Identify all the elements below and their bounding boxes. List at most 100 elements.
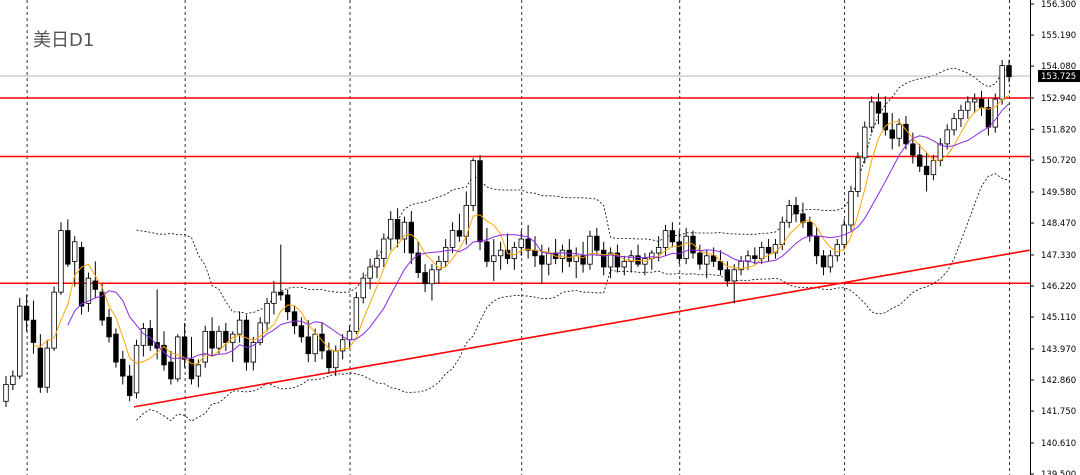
candle-body: [752, 255, 758, 259]
slow-ma-line: [67, 103, 1010, 359]
candle-body: [786, 205, 792, 223]
candle-body: [903, 123, 909, 145]
candle-body: [133, 344, 140, 394]
candle-body: [978, 98, 985, 108]
candle-body: [72, 241, 78, 262]
candle-body: [532, 249, 538, 257]
candle-body: [278, 291, 284, 296]
candle-body: [312, 333, 318, 355]
candle-body: [243, 319, 250, 363]
price-tick-label: 148.470: [1041, 219, 1076, 229]
candle-body: [298, 325, 305, 338]
candle-body: [951, 118, 957, 131]
candle-body: [855, 157, 861, 192]
candle-body: [99, 291, 105, 321]
price-tick-label: 154.080: [1041, 62, 1076, 72]
candle-body: [607, 252, 614, 268]
candle-body: [745, 255, 751, 262]
price-tick-label: 149.580: [1041, 188, 1076, 198]
candle-body: [388, 219, 394, 240]
candle-body: [917, 154, 923, 167]
current-price-marker: 153.725: [1038, 70, 1080, 83]
fast-ma-line: [33, 94, 1010, 365]
candle-body: [539, 255, 545, 265]
price-tick-label: 139.500: [1041, 470, 1076, 475]
candle-body: [759, 246, 765, 259]
candle-body: [161, 344, 167, 366]
candle-body: [106, 316, 112, 338]
moving-averages: [33, 94, 1010, 365]
candle-body: [271, 291, 277, 304]
candle-body: [333, 350, 339, 369]
candle-body: [868, 101, 875, 128]
candle-body: [971, 98, 978, 103]
candle-body: [910, 143, 916, 156]
candle-body: [600, 249, 607, 268]
candle-body: [827, 255, 834, 268]
candle-body: [250, 342, 257, 363]
candle-body: [710, 255, 717, 262]
candle-body: [168, 361, 174, 380]
candle-body: [284, 294, 291, 313]
candle-body: [992, 98, 998, 128]
candle-body: [731, 269, 737, 282]
candle-body: [401, 221, 408, 240]
candle-body: [367, 266, 373, 279]
candle-body: [923, 165, 930, 176]
current-price-label: 153.725: [1041, 72, 1076, 82]
chart-title: 美日D1: [33, 30, 94, 51]
price-tick-label: 145.110: [1041, 313, 1076, 323]
candle-body: [484, 241, 490, 262]
price-tick-label: 151.820: [1041, 125, 1076, 135]
candle-body: [566, 249, 573, 262]
candle-body: [546, 252, 552, 265]
candle-body: [697, 252, 703, 265]
candle-body: [655, 246, 662, 254]
candle-body: [23, 305, 30, 321]
candle-body: [264, 302, 270, 324]
candle-body: [394, 219, 401, 240]
candle-body: [291, 311, 298, 327]
candles: [3, 59, 1012, 407]
candle-body: [511, 246, 518, 259]
candle-body: [813, 235, 820, 257]
current-price-badge: [1038, 70, 1080, 83]
candle-body: [58, 230, 64, 293]
candle-body: [257, 322, 263, 343]
candle-body: [628, 255, 634, 262]
candle-body: [216, 330, 222, 349]
candle-body: [202, 330, 208, 363]
candle-body: [669, 230, 676, 243]
candle-body: [491, 255, 497, 262]
candle-body: [772, 244, 779, 254]
candle-body: [944, 129, 950, 145]
candle-body: [236, 319, 243, 335]
price-tick-label: 143.970: [1041, 345, 1076, 355]
candle-body: [408, 221, 415, 254]
candle-body: [518, 238, 524, 248]
candle-body: [882, 112, 889, 131]
candle-body: [999, 65, 1005, 100]
price-tick-label: 156.300: [1041, 0, 1076, 10]
trendline: [133, 249, 1030, 408]
candle-body: [470, 160, 476, 206]
candle-body: [326, 350, 332, 369]
price-tick-label: 150.720: [1041, 156, 1076, 166]
candle-body: [580, 255, 586, 265]
candle-body: [621, 260, 627, 268]
candle-body: [896, 123, 902, 139]
candle-body: [965, 101, 971, 111]
candle-body: [594, 235, 600, 251]
candle-body: [1006, 65, 1012, 78]
candle-body: [415, 252, 421, 273]
candle-body: [195, 364, 202, 377]
price-tick-label: 155.190: [1041, 31, 1076, 41]
candle-body: [497, 249, 504, 257]
candle-body: [662, 230, 669, 248]
candle-body: [985, 107, 992, 128]
candle-body: [442, 246, 449, 262]
price-tick-label: 146.220: [1041, 282, 1076, 292]
candle-body: [587, 235, 593, 265]
candle-body: [848, 191, 854, 226]
candle-body: [724, 269, 731, 282]
